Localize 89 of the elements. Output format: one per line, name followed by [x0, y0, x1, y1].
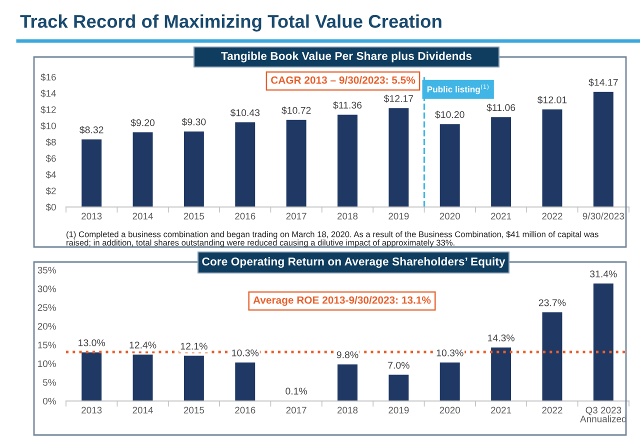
- chart-title: Track Record of Maximizing Total Value Creation: [20, 14, 442, 32]
- bar: [542, 312, 562, 401]
- x-tick-label: 2019: [388, 212, 409, 220]
- y-tick-label: 10%: [38, 360, 56, 368]
- y-tick-label: 20%: [38, 322, 56, 330]
- bar: [338, 114, 358, 207]
- x-tick-label: 2015: [184, 212, 204, 220]
- annotation: CAGR 2013 – 9/30/2023: 5.5%: [271, 76, 416, 84]
- data-label: $10.43: [230, 108, 260, 117]
- x-tick-label: 2018: [337, 406, 358, 414]
- x-tick-label: 2022: [542, 212, 562, 220]
- x-tick-label: 2020: [440, 406, 460, 414]
- x-tick-label: 2020: [440, 212, 460, 220]
- data-label: $11.06: [486, 104, 516, 112]
- bar: [593, 92, 614, 207]
- bar: [235, 362, 256, 401]
- y-tick-label: 5%: [43, 379, 56, 386]
- y-tick-label: $10: [40, 122, 56, 130]
- data-label: $10.20: [435, 110, 464, 119]
- data-label: 14.3%: [488, 334, 514, 342]
- x-tick-label: 2014: [132, 212, 153, 220]
- data-label: $12.17: [384, 94, 414, 103]
- data-label: 7.0%: [388, 362, 410, 369]
- bar: [286, 120, 306, 207]
- x-tick-label: 2021: [491, 212, 512, 220]
- x-tick-label: 2015: [184, 406, 204, 414]
- y-tick-label: 15%: [38, 342, 56, 348]
- bar: [184, 356, 204, 401]
- bar: [491, 117, 512, 207]
- ref-line-label: Average ROE 2013-9/30/2023: 13.1%: [253, 296, 431, 306]
- bar: [82, 139, 102, 207]
- bar: [491, 347, 512, 401]
- y-tick-label: $14: [40, 90, 56, 98]
- bar: [132, 354, 153, 401]
- data-label: $14.17: [588, 78, 618, 86]
- bar: [132, 132, 153, 207]
- x-tick-label: 2014: [132, 406, 153, 414]
- data-label: $8.32: [80, 126, 104, 134]
- x-tick-label: 2022: [542, 406, 562, 414]
- x-tick-label: 2017: [286, 406, 306, 414]
- data-label: $10.72: [282, 106, 311, 114]
- x-tick-label: Q3 2023 Annualized: [580, 406, 626, 422]
- data-label: 23.7%: [538, 299, 566, 306]
- data-label: 10.3%: [232, 349, 259, 356]
- bar: [440, 124, 460, 207]
- data-label: 0.1%: [286, 388, 308, 395]
- bar: [388, 374, 409, 401]
- text: (1) Completed a business combination and began trading on March 18, 2020. As a result of the Business Combination, $41 million of capital was raised; in addition, total shares outstanding were reduced causing a dilutive impact of approximately 33%.: [66, 231, 598, 248]
- y-tick-label: $4: [46, 170, 56, 179]
- data-label: 9.8%: [336, 351, 358, 358]
- y-tick-label: $8: [46, 138, 56, 146]
- x-tick-label: 2016: [235, 212, 256, 220]
- x-tick-label: 2021: [491, 406, 512, 414]
- chart-subtitle: Tangible Book Value Per Share plus Dividends: [221, 52, 472, 62]
- x-tick-label: 2013: [82, 406, 102, 414]
- x-tick-label: 9/30/2023: [582, 212, 624, 220]
- ref-line-label: Public listing$^{(1)}$: [427, 84, 489, 94]
- x-tick-label: 2018: [337, 212, 358, 220]
- x-tick-label: 2016: [235, 406, 256, 414]
- bar: [542, 109, 562, 207]
- data-label: $9.20: [130, 118, 155, 127]
- bar: [440, 362, 460, 401]
- x-tick-label: 2017: [286, 212, 306, 220]
- x-tick-label: 2019: [388, 406, 409, 414]
- bar: [388, 108, 409, 207]
- x-tick-label: 2013: [82, 212, 102, 220]
- y-tick-label: $12: [40, 106, 56, 114]
- bar: [184, 131, 204, 207]
- data-label: $9.30: [182, 118, 206, 126]
- bar: [82, 352, 102, 401]
- y-tick-label: $0: [46, 203, 56, 212]
- y-tick-label: 0%: [42, 398, 56, 405]
- bar: [338, 364, 358, 401]
- chart-title: Core Operating Return on Average Shareholders’ Equity: [202, 257, 506, 268]
- data-label: $12.01: [537, 96, 567, 104]
- y-tick-label: $6: [46, 154, 56, 162]
- y-tick-label: $2: [46, 187, 56, 195]
- data-label: 12.4%: [130, 342, 156, 348]
- bar: [593, 283, 614, 401]
- bar: [235, 122, 256, 207]
- data-label: 31.4%: [590, 270, 617, 278]
- data-label: 13.0%: [78, 339, 106, 346]
- y-tick-label: $16: [40, 73, 56, 82]
- y-tick-label: 30%: [38, 286, 56, 292]
- data-label: 10.3%: [436, 349, 464, 356]
- y-tick-label: 35%: [38, 266, 56, 274]
- data-label: 12.1%: [180, 342, 208, 350]
- y-tick-label: 25%: [38, 304, 56, 311]
- data-label: $11.36: [333, 101, 362, 110]
